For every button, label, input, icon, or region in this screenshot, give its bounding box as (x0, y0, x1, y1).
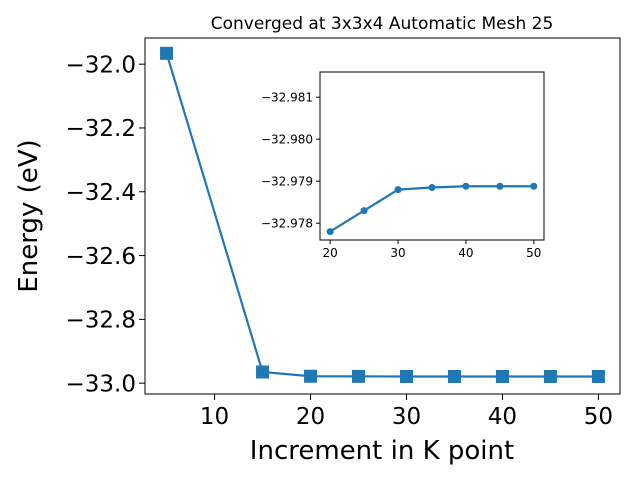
main-data-point (304, 369, 318, 383)
inset-y-tick-label: −32.980 (261, 133, 313, 147)
main-x-tick-label: 20 (296, 404, 325, 430)
main-data-point (256, 365, 270, 379)
main-data-point (160, 46, 174, 60)
x-axis-label: Increment in K point (250, 436, 514, 466)
inset-frame (319, 71, 545, 241)
inset-y-tick-label: −32.978 (261, 217, 313, 231)
main-y-tick-label: −32.8 (66, 308, 136, 334)
main-data-point (543, 369, 557, 383)
inset-y-tick-label: −32.979 (261, 175, 313, 189)
inset-data-point (326, 228, 334, 236)
inset-data-point (462, 182, 470, 190)
inset-x-tick-label: 40 (458, 246, 473, 260)
main-y-tick-label: −32.0 (66, 52, 136, 78)
inset-data-point (394, 186, 402, 194)
main-y-tick-label: −33.0 (66, 371, 136, 397)
main-data-point (591, 369, 605, 383)
main-x-tick-label: 30 (392, 404, 421, 430)
main-data-point (447, 369, 461, 383)
inset-x-tick-label: 20 (323, 246, 338, 260)
inset-data-point (530, 182, 538, 190)
main-data-point (399, 369, 413, 383)
inset-x-tick-label: 50 (526, 246, 541, 260)
inset-data-point (496, 182, 504, 190)
main-x-tick-label: 40 (488, 404, 517, 430)
inset-data-point (428, 184, 436, 191)
main-x-tick-label: 10 (200, 404, 229, 430)
main-y-tick-label: −32.2 (66, 116, 136, 142)
main-data-point (352, 369, 366, 383)
main-x-tick-label: 50 (584, 404, 613, 430)
y-axis-label: Energy (eV) (14, 139, 44, 292)
inset-y-tick-label: −32.981 (261, 91, 313, 105)
inset-data-point (360, 207, 368, 215)
chart-title: Converged at 3x3x4 Automatic Mesh 25 (211, 14, 554, 34)
inset-plot-area: 20 30 40 50 −32.978 −32.979 −32.980 −32.981 (261, 71, 545, 260)
main-y-tick-label: −32.4 (66, 180, 136, 206)
main-y-tick-label: −32.6 (66, 244, 136, 270)
inset-x-tick-label: 30 (390, 246, 405, 260)
main-data-point (495, 369, 509, 383)
